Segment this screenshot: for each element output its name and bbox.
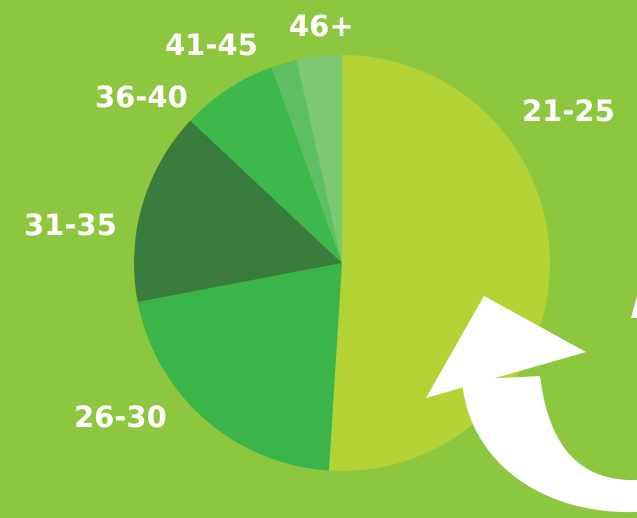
- curved-arrow-graphic: [426, 296, 637, 513]
- curved-arrow-body: [462, 376, 637, 513]
- pie-slice-36-40: [190, 67, 342, 263]
- slice-label-46-plus: 46+: [289, 9, 354, 43]
- slice-label-26-30: 26-30: [74, 400, 167, 434]
- slice-label-36-40: 36-40: [95, 80, 188, 114]
- slice-label-31-35: 31-35: [24, 208, 117, 242]
- pie-slice-46-plus: [296, 55, 342, 263]
- pie-slice-26-30: [137, 263, 342, 471]
- curved-arrow-head: [426, 296, 586, 398]
- slice-label-21-25: 21-25: [522, 94, 615, 128]
- slice-label-41-45: 41-45: [165, 28, 258, 62]
- second-arrow-tip: [631, 296, 637, 318]
- pie-slice-31-35: [133, 120, 342, 302]
- pie-slice-41-45: [271, 60, 342, 264]
